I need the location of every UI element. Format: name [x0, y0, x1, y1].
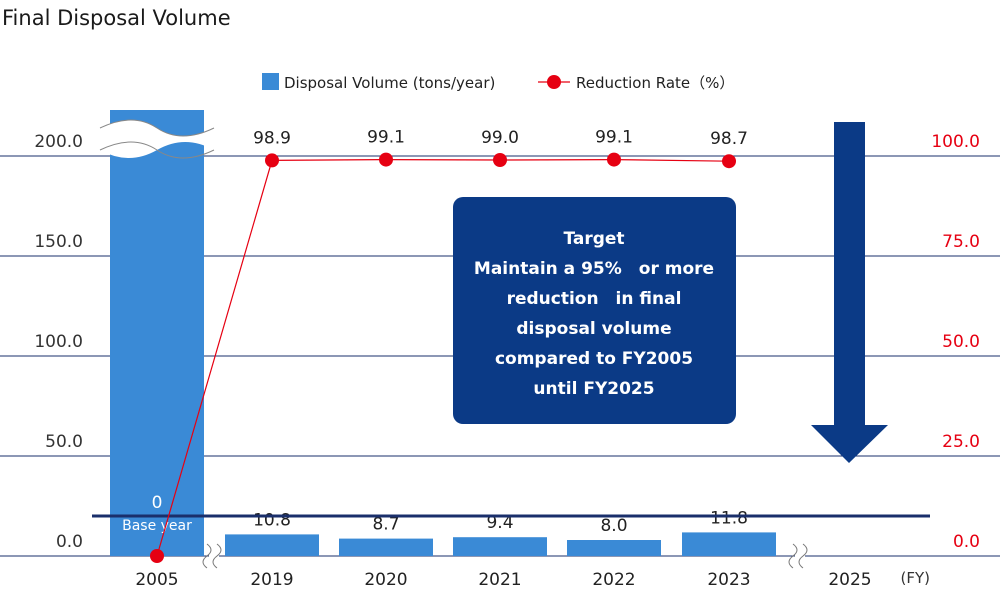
rate-label-2022: 99.1 [595, 128, 633, 148]
y-left-tick-label: 150.0 [34, 232, 83, 252]
base-year-group: 0 Base year [99, 110, 215, 556]
rate-point-2019 [265, 153, 279, 168]
axis-break-curve-bottom [99, 141, 215, 159]
bar-label-2022: 8.0 [600, 516, 627, 536]
rate-point-2022 [607, 152, 621, 167]
base-year-label: Base year [122, 518, 192, 534]
rate-point-2020 [379, 152, 393, 167]
y-right-tick-label: 75.0 [942, 232, 980, 252]
y-right-tick-label: 50.0 [942, 332, 980, 352]
y-right-tick-label: 25.0 [942, 432, 980, 452]
x-tick-label: 2022 [592, 570, 635, 590]
target-text-line: disposal volume [516, 319, 671, 339]
rate-line [156, 158, 730, 557]
bar-2021 [453, 537, 547, 556]
axis-break-curve-top [99, 119, 215, 137]
legend-label-disposal: Disposal Volume (tons/year) [284, 74, 495, 92]
y-left-tick-label: 0.0 [56, 532, 83, 552]
bar-label-base-year: 0 [152, 493, 163, 513]
legend-swatch-disposal [262, 73, 279, 90]
rate-point-2021 [493, 153, 507, 167]
bar-label-2019: 10.8 [253, 510, 291, 530]
legend-marker-rate [547, 75, 561, 89]
axis-break-mark [100, 120, 214, 158]
x-tick-label: 2005 [135, 570, 178, 590]
axis-break-gap [209, 544, 219, 570]
x-tick-label: 2020 [364, 570, 407, 590]
x-tick-label: 2021 [478, 570, 521, 590]
y-left-tick-label: 100.0 [34, 332, 83, 352]
bar-label-2023: 11.8 [710, 508, 748, 528]
rate-series: 98.9 99.1 99.0 99.1 98.7 [150, 128, 748, 563]
axes: 200.0 150.0 100.0 50.0 0.0 100.0 75.0 50.0 25.0 0… [34, 132, 980, 590]
rate-point-2023 [722, 154, 736, 169]
axis-break-right [798, 543, 808, 569]
chart-title: Final Disposal Volume [2, 6, 231, 30]
axis-break-gap [795, 544, 805, 570]
bar-2022 [567, 540, 661, 556]
bar-2023 [682, 532, 776, 556]
target-text-line: compared to FY2005 [495, 349, 693, 369]
rate-label-2020: 99.1 [367, 128, 405, 148]
axis-break-left [202, 543, 212, 569]
x-tick-label: 2019 [250, 570, 293, 590]
x-tick-label: 2023 [707, 570, 750, 590]
target-text-line: Maintain a 95% or more [474, 259, 714, 279]
target-text-line: Target [563, 229, 624, 249]
axis-break-right [212, 543, 222, 569]
target-text-line: reduction in final [507, 289, 682, 309]
target-arrow [811, 122, 888, 463]
bar-series: 10.8 8.7 9.4 8.0 11.8 [225, 508, 776, 556]
legend: Disposal Volume (tons/year) Reduction Rat… [262, 73, 734, 92]
rate-point-2005 [150, 549, 164, 563]
target-text-line: until FY2025 [533, 379, 654, 399]
bar-label-2021: 9.4 [486, 513, 513, 533]
rate-label-2023: 98.7 [710, 129, 748, 149]
y-left-tick-label: 50.0 [45, 432, 83, 452]
x-tick-label: 2025 [828, 570, 871, 590]
y-right-tick-label: 100.0 [931, 132, 980, 152]
y-left-tick-label: 200.0 [34, 132, 83, 152]
x-unit-label: (FY) [901, 569, 931, 587]
y-right-tick-label: 0.0 [953, 532, 980, 552]
bar-label-2020: 8.7 [372, 515, 399, 535]
bar-base-year [110, 110, 204, 556]
rate-label-2021: 99.0 [481, 128, 519, 148]
bar-2019 [225, 534, 319, 556]
legend-label-rate: Reduction Rate（%） [576, 74, 734, 92]
target-group: Target Maintain a 95% or more reduction in… [92, 122, 930, 518]
rate-label-2019: 98.9 [253, 128, 291, 148]
axis-break-left [788, 543, 798, 569]
bar-2020 [339, 538, 433, 556]
target-box [453, 197, 736, 424]
